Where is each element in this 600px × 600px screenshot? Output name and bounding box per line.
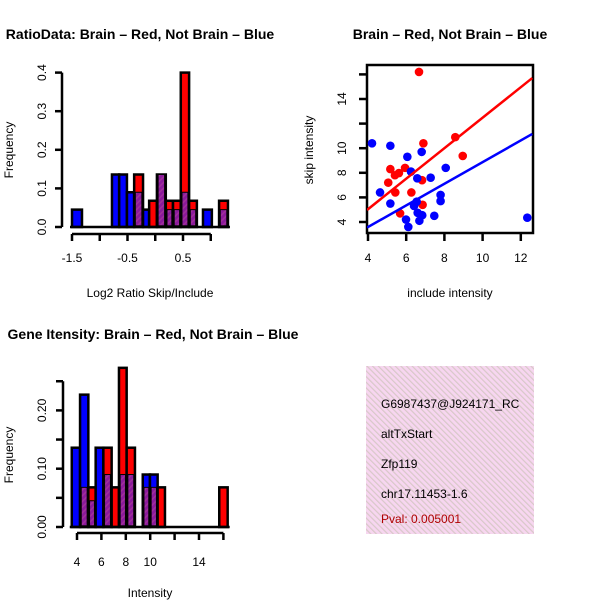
overlap-bar	[150, 486, 157, 527]
y-tick-label: 6	[335, 194, 349, 201]
ratio-histogram-title: RatioData: Brain – Red, Not Brain – Blue	[6, 26, 275, 42]
y-tick-label: 0.1	[35, 180, 49, 197]
x-tick-label: -1.5	[62, 251, 83, 265]
y-tick-label: 0.3	[35, 103, 49, 120]
x-tick-label: 10	[476, 251, 490, 265]
red-point	[383, 178, 393, 187]
scatter-panel: Brain – Red, Not Brain – Blue 4 6 8 10 12 4 6 8…	[302, 26, 547, 300]
overlap-bar	[80, 486, 88, 527]
blue-point	[412, 174, 422, 183]
red-point	[390, 170, 400, 180]
x-tick-label: 8	[441, 251, 448, 265]
x-tick-label: 8	[122, 555, 129, 569]
blue-point	[401, 215, 411, 224]
x-tick-label: 6	[98, 555, 105, 569]
event-type: altTxStart	[381, 427, 433, 441]
scatter-plot-box	[365, 63, 535, 235]
scatter-xlabel: include intensity	[407, 286, 492, 300]
overlap-bar	[157, 174, 166, 227]
pval-text: Pval: 0.005001	[381, 512, 461, 526]
overlap-bar	[104, 474, 111, 527]
overlap-bar	[143, 486, 150, 527]
intensity-histogram-axes: 4 6 8 10 14 0.00 0.10 0.20	[35, 380, 225, 569]
overlap-bar	[119, 474, 126, 527]
info-box-background	[366, 366, 534, 534]
ratio-histogram-xlabel: Log2 Ratio Skip/Include	[87, 286, 214, 300]
x-tick-label: 10	[144, 555, 158, 569]
blue-point	[436, 190, 445, 200]
x-tick-label: 12	[514, 251, 528, 265]
y-tick-label: 0.00	[35, 515, 49, 539]
overlap-bar	[134, 191, 143, 227]
x-tick-label: 4	[365, 251, 372, 265]
x-tick-label: -0.5	[117, 251, 138, 265]
scatter-axes: 4 6 8 10 12 4 6 8 10 14	[335, 73, 528, 265]
overlap-bar	[181, 191, 189, 227]
event-id: G6987437@J924171_RC	[381, 397, 520, 411]
y-tick-label: 8	[335, 169, 349, 176]
x-tick-label: 0.5	[175, 251, 192, 265]
blue-point	[386, 141, 395, 151]
intensity-histogram-title: Gene Itensity: Brain – Red, Not Brain – …	[8, 326, 299, 342]
blue-point	[367, 138, 377, 148]
intensity-histogram-ylabel: Frequency	[2, 427, 16, 484]
x-tick-label: 14	[192, 555, 206, 569]
blue-point	[415, 216, 424, 226]
y-tick-label: 0.4	[35, 64, 49, 81]
scatter-marks	[367, 67, 533, 232]
y-tick-label: 0.0	[35, 218, 49, 235]
blue-point	[375, 188, 385, 197]
blue-point	[404, 222, 413, 232]
info-box: G6987437@J924171_RC altTxStart Zfp119 ch…	[366, 366, 534, 534]
blue-point	[522, 213, 532, 222]
genomic-location: chr17.11453-1.6	[381, 487, 468, 501]
histogram-bar	[156, 486, 167, 529]
red-point	[458, 151, 468, 161]
ratio-histogram-bars	[70, 71, 230, 229]
red-fit-line	[367, 77, 533, 211]
red-point	[419, 138, 428, 148]
blue-point	[403, 152, 412, 162]
overlap-bar	[173, 209, 181, 227]
intensity-histogram-panel: Gene Itensity: Brain – Red, Not Brain – …	[2, 326, 299, 600]
ratio-histogram-panel: RatioData: Brain – Red, Not Brain – Blue…	[2, 26, 274, 300]
red-point	[414, 67, 424, 77]
overlap-bar	[219, 209, 228, 227]
ratio-histogram-axes: -1.5 -0.5 0.5 0.0 0.1 0.2 0.3 0.4	[35, 64, 212, 265]
y-tick-label: 0.20	[35, 398, 49, 422]
blue-point	[426, 173, 435, 183]
blue-point	[417, 147, 426, 157]
red-point	[386, 164, 395, 174]
histogram-bar	[201, 208, 214, 229]
y-tick-label: 0.2	[35, 141, 49, 158]
overlap-bar	[127, 474, 135, 527]
y-tick-label: 10	[335, 141, 349, 155]
histogram-bar	[70, 208, 84, 229]
overlap-bar	[189, 209, 197, 227]
blue-point	[386, 199, 395, 208]
gene-name: Zfp119	[381, 457, 418, 471]
intensity-histogram-bars	[69, 366, 230, 529]
scatter-ylabel: skip intensity	[302, 116, 316, 185]
histogram-bar	[218, 486, 229, 529]
blue-point	[436, 196, 445, 206]
red-point	[407, 188, 416, 197]
blue-point	[409, 201, 419, 211]
y-tick-label: 0.10	[35, 457, 49, 481]
y-tick-label: 14	[335, 92, 349, 106]
x-tick-label: 4	[74, 555, 81, 569]
y-tick-label: 4	[335, 218, 349, 225]
blue-point	[441, 163, 451, 173]
scatter-title: Brain – Red, Not Brain – Blue	[353, 26, 548, 42]
blue-point	[429, 211, 439, 221]
blue-fit-line	[367, 132, 533, 229]
x-tick-label: 6	[403, 251, 410, 265]
overlap-bar	[166, 209, 173, 227]
overlap-bar	[89, 500, 95, 527]
intensity-histogram-xlabel: Intensity	[128, 586, 173, 600]
ratio-histogram-ylabel: Frequency	[2, 122, 16, 179]
